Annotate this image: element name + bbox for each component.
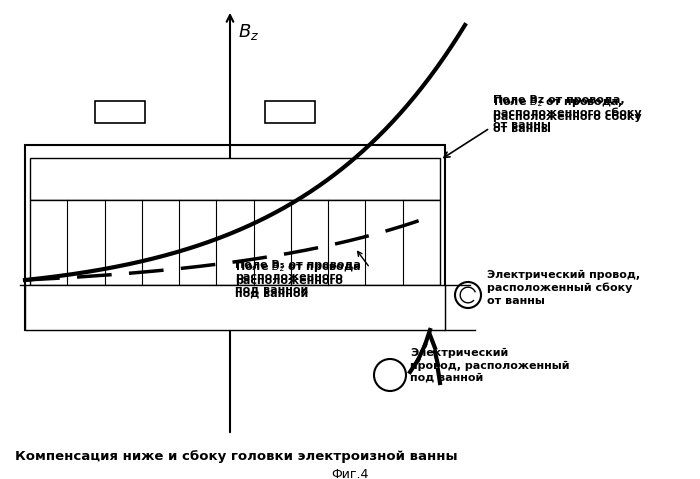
Bar bbox=[30, 200, 440, 285]
Text: Поле $B_z$ от провода,
расположенного сбоку
от ванны: Поле $B_z$ от провода, расположенного сб… bbox=[493, 95, 642, 135]
Bar bbox=[95, 101, 145, 123]
Text: Компенсация ниже и сбоку головки электроизной ванны: Компенсация ниже и сбоку головки электро… bbox=[15, 450, 458, 463]
Text: Поле Bz от провода,
расположенного сбоку
от ванны: Поле Bz от провода, расположенного сбоку… bbox=[493, 95, 642, 130]
Bar bbox=[30, 158, 440, 200]
Text: Электрический провод,
расположенный сбоку
от ванны: Электрический провод, расположенный сбок… bbox=[487, 270, 640, 306]
Bar bbox=[265, 101, 315, 123]
Bar bbox=[25, 285, 445, 330]
Text: Поле B₅ от провода
расположенного
под ванной: Поле B₅ от провода расположенного под ва… bbox=[235, 260, 361, 295]
Text: Поле $B_z$ от провода
расположенного
под ванной: Поле $B_z$ от провода расположенного под… bbox=[235, 260, 361, 299]
Bar bbox=[25, 145, 445, 330]
Text: Электрический
провод, расположенный
под ванной: Электрический провод, расположенный под … bbox=[410, 348, 570, 383]
Text: $B_z$: $B_z$ bbox=[238, 22, 259, 42]
Text: Фиг.4: Фиг.4 bbox=[331, 468, 369, 479]
